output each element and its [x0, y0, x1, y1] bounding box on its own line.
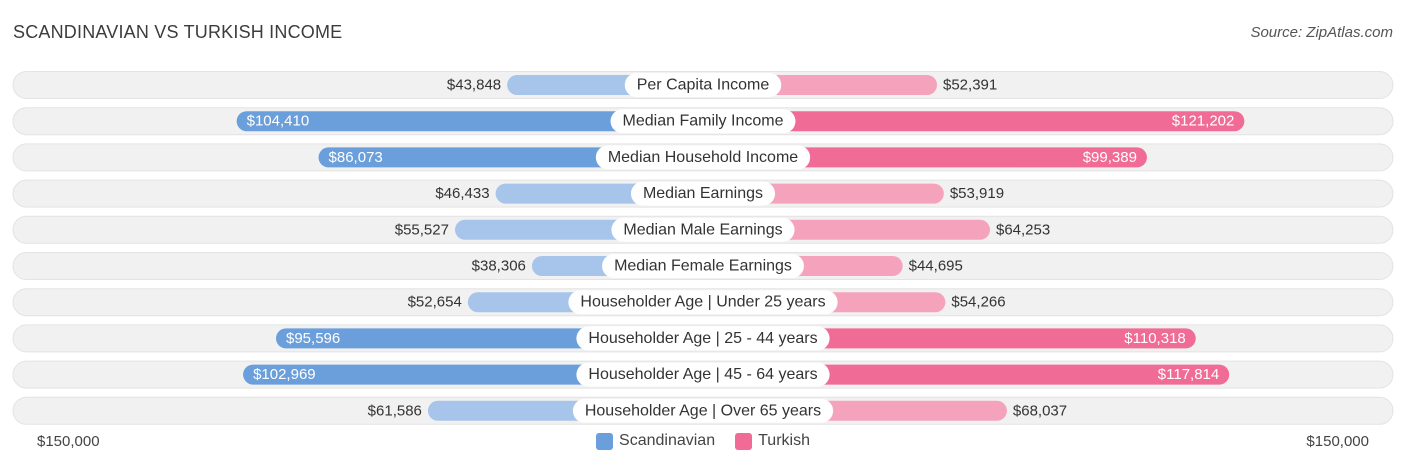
legend-swatch-scandinavian [596, 432, 614, 450]
category-pill-median-family-income [610, 109, 796, 134]
value-label-scandinavian-median-household-income: $86,073 [329, 149, 383, 166]
value-label-turkish-median-male-earnings: $64,253 [996, 221, 1050, 238]
legend-label-turkish: Turkish [758, 432, 810, 449]
category-label-householder-age-45-64-years: Householder Age | 45 - 64 years [588, 366, 817, 383]
category-pill-per-capita-income [624, 73, 782, 97]
axis-label-left: $150,000 [37, 433, 100, 450]
legend-item-turkish[interactable]: Turkish [735, 432, 810, 450]
value-label-scandinavian-householder-age-over-65-years: $61,586 [368, 402, 422, 419]
chart-title: SCANDINAVIAN VS TURKISH INCOME [13, 22, 343, 42]
value-label-turkish-median-female-earnings: $44,695 [909, 258, 963, 275]
category-label-median-earnings: Median Earnings [643, 185, 763, 202]
value-label-turkish-householder-age-25-44-years: $110,318 [1124, 330, 1185, 347]
axis-label-right: $150,000 [1306, 433, 1369, 450]
legend-label-scandinavian: Scandinavian [619, 432, 716, 449]
value-label-scandinavian-householder-age-25-44-years: $95,596 [286, 330, 340, 347]
value-label-turkish-per-capita-income: $52,391 [943, 77, 997, 94]
legend-swatch-turkish [735, 432, 753, 450]
category-label-per-capita-income: Per Capita Income [637, 77, 770, 94]
category-pill-median-female-earnings [602, 254, 804, 278]
category-label-median-family-income: Median Family Income [623, 113, 784, 130]
value-label-scandinavian-median-family-income: $104,410 [247, 113, 310, 130]
value-label-scandinavian-householder-age-45-64-years: $102,969 [253, 366, 316, 383]
category-label-median-male-earnings: Median Male Earnings [623, 221, 782, 238]
category-pill-householder-age-over-65-years [572, 398, 834, 423]
category-pill-median-male-earnings [611, 217, 795, 242]
bar-scandinavian-median-family-income[interactable] [236, 111, 704, 132]
category-label-householder-age-under-25-years: Householder Age | Under 25 years [580, 294, 825, 311]
source-label: Source: ZipAtlas.com [1250, 24, 1393, 41]
category-label-householder-age-25-44-years: Householder Age | 25 - 44 years [588, 330, 817, 347]
category-label-median-household-income: Median Household Income [608, 149, 798, 166]
value-label-turkish-median-family-income: $121,202 [1172, 113, 1235, 130]
value-label-scandinavian-householder-age-under-25-years: $52,654 [408, 294, 462, 311]
income-comparison-chart: $43,848 $52,391 Per Capita Income $104,410 $… [12, 71, 1394, 425]
category-pill-median-earnings [630, 181, 776, 206]
category-pill-householder-age-45-64-years [576, 362, 830, 387]
category-label-median-female-earnings: Median Female Earnings [614, 258, 792, 275]
category-pill-median-household-income [595, 145, 811, 170]
value-label-scandinavian-median-female-earnings: $38,306 [472, 258, 526, 275]
value-label-turkish-householder-age-over-65-years: $68,037 [1013, 402, 1067, 419]
value-label-scandinavian-median-earnings: $46,433 [435, 185, 489, 202]
category-pill-householder-age-under-25-years [568, 290, 838, 315]
category-label-householder-age-over-65-years: Householder Age | Over 65 years [585, 402, 821, 419]
bar-turkish-median-household-income[interactable] [703, 147, 1147, 168]
value-label-turkish-householder-age-under-25-years: $54,266 [951, 294, 1005, 311]
value-label-scandinavian-median-male-earnings: $55,527 [395, 221, 449, 238]
bar-turkish-householder-age-45-64-years[interactable] [703, 364, 1230, 385]
legend: Scandinavian Turkish [0, 432, 1406, 450]
value-label-turkish-median-earnings: $53,919 [950, 185, 1004, 202]
bar-turkish-median-family-income[interactable] [703, 111, 1245, 132]
value-label-scandinavian-per-capita-income: $43,848 [447, 77, 501, 94]
legend-item-scandinavian[interactable]: Scandinavian [596, 432, 715, 450]
value-label-turkish-median-household-income: $99,389 [1083, 149, 1137, 166]
value-label-turkish-householder-age-45-64-years: $117,814 [1158, 366, 1219, 383]
category-pill-householder-age-25-44-years [576, 326, 830, 351]
